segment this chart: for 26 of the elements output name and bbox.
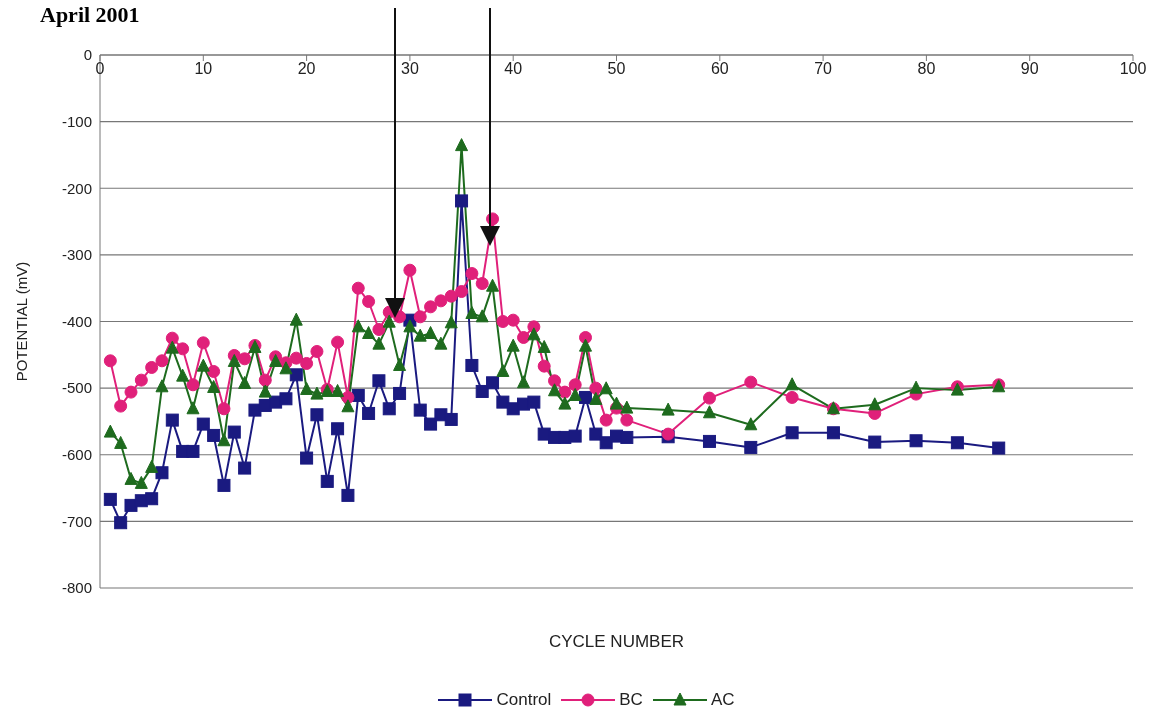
y-tick-label: -400 bbox=[61, 312, 92, 330]
x-tick-label: 40 bbox=[504, 60, 523, 78]
x-tick-label: 50 bbox=[607, 60, 626, 78]
y-tick-label: -800 bbox=[61, 579, 92, 597]
legend-label: BC bbox=[619, 690, 643, 710]
x-axis-title: CYCLE NUMBER bbox=[547, 632, 686, 652]
x-tick-label: 90 bbox=[1020, 60, 1039, 78]
x-tick-label: 20 bbox=[297, 60, 316, 78]
y-tick-label: -300 bbox=[61, 246, 92, 264]
y-tick-label: -600 bbox=[61, 446, 92, 464]
y-tick-label: -200 bbox=[61, 179, 92, 197]
y-axis-title: POTENTIAL (mV) bbox=[13, 261, 31, 382]
x-tick-label: 80 bbox=[917, 60, 936, 78]
x-tick-label: 60 bbox=[710, 60, 729, 78]
x-tick-label: 70 bbox=[814, 60, 833, 78]
y-tick-label: -700 bbox=[61, 512, 92, 530]
x-tick-label: 0 bbox=[95, 60, 105, 78]
text: April 2001 bbox=[40, 2, 140, 28]
x-tick-label: 10 bbox=[194, 60, 213, 78]
x-tick-label: 100 bbox=[1119, 60, 1147, 78]
x-tick-label: 30 bbox=[401, 60, 419, 78]
legend-label: Control bbox=[496, 690, 552, 710]
y-tick-label: -500 bbox=[61, 379, 92, 397]
y-tick-label: -100 bbox=[61, 112, 92, 130]
legend-label: AC bbox=[710, 690, 735, 710]
y-tick-label: 0 bbox=[83, 46, 92, 64]
